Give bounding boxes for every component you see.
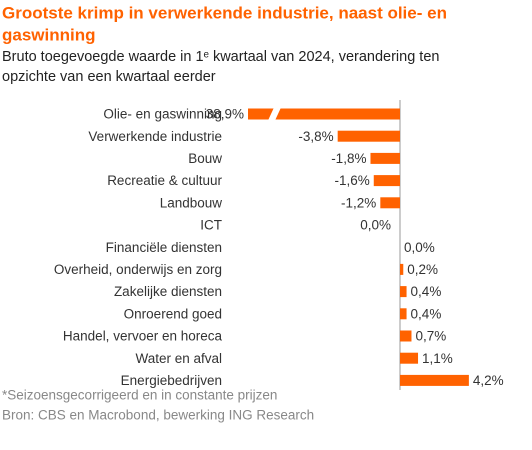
value-label: 38,9% bbox=[206, 107, 244, 122]
category-label: Verwerkende industrie bbox=[88, 129, 222, 144]
value-label: 1,1% bbox=[422, 351, 453, 366]
category-label: Bouw bbox=[188, 151, 222, 166]
category-label: Water en afval bbox=[135, 351, 222, 366]
footnote: *Seizoensgecorrigeerd en in constante pr… bbox=[2, 388, 277, 403]
category-label: Overheid, onderwijs en zorg bbox=[54, 262, 222, 277]
bar bbox=[400, 308, 407, 320]
value-label: -1,2% bbox=[341, 195, 376, 210]
bar bbox=[248, 108, 400, 120]
chart-subtitle: Bruto toegevoegde waarde in 1ᵉ kwartaal … bbox=[2, 49, 439, 65]
value-label: 0,4% bbox=[411, 284, 442, 299]
value-label: -1,8% bbox=[331, 151, 366, 166]
chart-subtitle: opzichte van een kwartaal eerder bbox=[2, 69, 216, 85]
value-label: 0,0% bbox=[404, 240, 435, 255]
bar bbox=[370, 152, 400, 164]
bar bbox=[400, 352, 419, 364]
category-label: ICT bbox=[200, 218, 222, 233]
category-label: Zakelijke diensten bbox=[114, 284, 222, 299]
category-label: Financiële diensten bbox=[106, 240, 222, 255]
footnote: Bron: CBS en Macrobond, bewerking ING Re… bbox=[2, 408, 314, 423]
category-label: Olie- en gaswinning bbox=[103, 107, 222, 122]
bar bbox=[400, 286, 407, 298]
bar bbox=[373, 175, 400, 187]
value-label: -3,8% bbox=[298, 129, 333, 144]
bar bbox=[337, 130, 400, 142]
bar bbox=[400, 330, 412, 342]
category-label: Onroerend goed bbox=[124, 306, 222, 321]
chart-title: gaswinning bbox=[2, 25, 96, 44]
bar bbox=[400, 374, 469, 386]
category-label: Energiebedrijven bbox=[121, 373, 222, 388]
category-label: Landbouw bbox=[160, 195, 223, 210]
chart-title: Grootste krimp in verwerkende industrie,… bbox=[2, 3, 447, 22]
value-label: 0,0% bbox=[360, 218, 391, 233]
value-label: 4,2% bbox=[473, 373, 504, 388]
category-label: Handel, vervoer en horeca bbox=[63, 329, 223, 344]
bar bbox=[380, 197, 400, 209]
value-label: 0,7% bbox=[415, 329, 446, 344]
value-label: 0,4% bbox=[411, 306, 442, 321]
category-label: Recreatie & cultuur bbox=[107, 173, 222, 188]
value-label: 0,2% bbox=[407, 262, 438, 277]
axis-break bbox=[268, 107, 281, 121]
bar bbox=[400, 263, 404, 275]
value-label: -1,6% bbox=[334, 173, 369, 188]
